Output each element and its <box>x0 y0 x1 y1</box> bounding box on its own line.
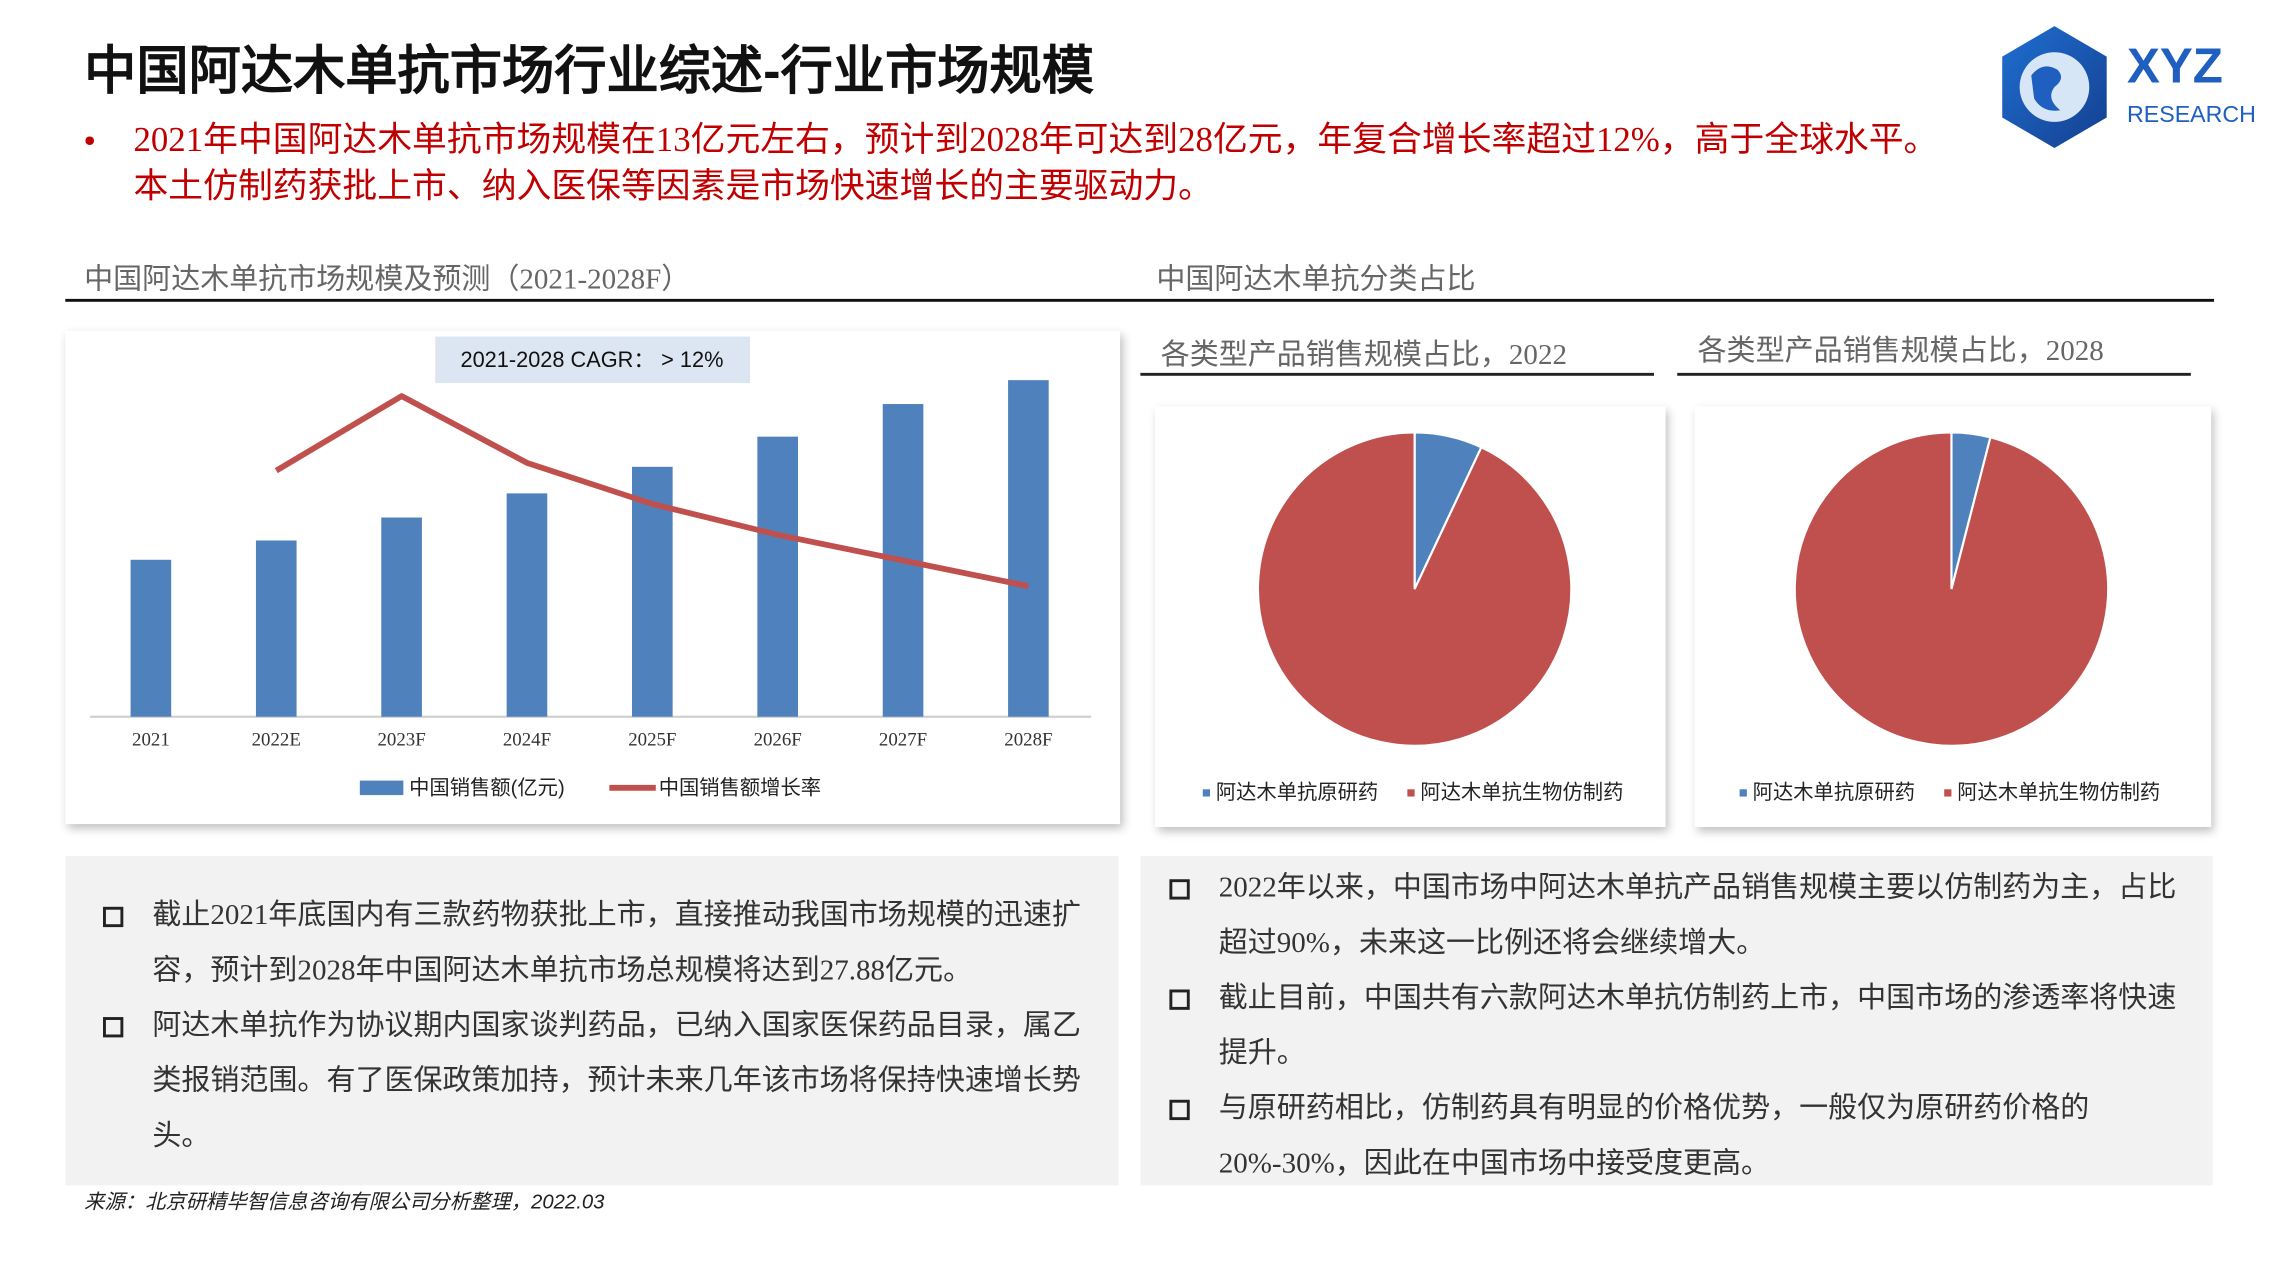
pie-slice <box>1793 431 2110 747</box>
bar <box>130 559 172 717</box>
x-tick-label: 2028F <box>1004 730 1052 751</box>
note-item: 截止2021年底国内有三款药物获批上市，直接推动我国市场规模的迅速扩容，预计到2… <box>83 888 1099 998</box>
logo-name: XYZ <box>2127 39 2223 94</box>
bar <box>255 540 297 717</box>
bar <box>506 493 548 717</box>
section-title: 中国阿达木单抗市场规模及预测（2021-2028F） <box>84 264 691 296</box>
section-title: 中国阿达木单抗分类占比 <box>1156 264 1476 296</box>
x-tick-label: 2021 <box>132 730 170 751</box>
note-item: 2022年以来，中国市场中阿达木单抗产品销售规模主要以仿制药为主，占比超过90%… <box>1149 860 2201 970</box>
notes-box: 截止2021年底国内有三款药物获批上市，直接推动我国市场规模的迅速扩容，预计到2… <box>65 856 1119 1186</box>
summary: 2021年中国阿达木单抗市场规模在13亿元左右，预计到2028年可达到28亿元，… <box>133 121 1939 207</box>
legend-swatch <box>1739 789 1747 797</box>
x-tick-label: 2024F <box>503 730 551 751</box>
legend-label: 中国销售额(亿元) <box>409 777 565 800</box>
logo-subtitle: RESEARCH <box>2127 101 2256 127</box>
legend-swatch <box>1407 789 1415 797</box>
legend-swatch <box>359 780 404 796</box>
slide-title: 中国阿达木单抗市场行业综述-行业市场规模 <box>84 40 1094 101</box>
divider <box>1677 372 2191 376</box>
x-tick-label: 2025F <box>628 730 676 751</box>
line <box>274 393 1029 590</box>
bar <box>381 517 422 717</box>
chart-box <box>65 330 1121 825</box>
legend-label: 阿达木单抗生物仿制药 <box>1420 781 1623 804</box>
pie-slice <box>1256 431 1573 747</box>
pie-title: 各类型产品销售规模占比，2028 <box>1697 335 2104 368</box>
x-tick-label: 2027F <box>879 730 927 751</box>
note-item: 截止目前，中国共有六款阿达木单抗仿制药上市，中国市场的渗透率将快速提升。 <box>1149 971 2201 1081</box>
legend-label: 阿达木单抗原研药 <box>1753 781 1915 804</box>
x-tick-label: 2022E <box>252 730 301 751</box>
bullet: • <box>84 121 96 159</box>
notes-box: 2022年以来，中国市场中阿达木单抗产品销售规模主要以仿制药为主，占比超过90%… <box>1140 856 2213 1186</box>
bar <box>757 436 798 717</box>
notes-list: 2022年以来，中国市场中阿达木单抗产品销售规模主要以仿制药为主，占比超过90%… <box>1149 860 2201 1191</box>
divider <box>65 298 2215 302</box>
x-tick-label: 2026F <box>754 730 802 751</box>
annotation-box <box>435 336 751 384</box>
x-tick-label: 2023F <box>377 730 425 751</box>
note-item: 阿达木单抗作为协议期内国家谈判药品，已纳入国家医保药品目录，属乙类报销范围。有了… <box>83 998 1099 1163</box>
note-item: 与原研药相比，仿制药具有明显的价格优势，一般仅为原研药价格的20%-30%，因此… <box>1149 1081 2201 1191</box>
legend-label: 中国销售额增长率 <box>659 777 821 800</box>
notes-list: 截止2021年底国内有三款药物获批上市，直接推动我国市场规模的迅速扩容，预计到2… <box>83 888 1099 1164</box>
annotation: 2021-2028 CAGR： > 12% <box>460 347 723 372</box>
bar <box>1008 380 1049 717</box>
divider <box>1140 372 1655 376</box>
legend-label: 阿达木单抗原研药 <box>1216 781 1378 804</box>
source: 来源：北京研精毕智信息咨询有限公司分析整理，2022.03 <box>84 1189 605 1213</box>
legend-label: 阿达木单抗生物仿制药 <box>1957 781 2160 804</box>
legend-swatch <box>1202 789 1211 797</box>
legend-swatch <box>1944 789 1952 797</box>
pie-title: 各类型产品销售规模占比，2022 <box>1160 339 1567 372</box>
logo-globe-land <box>2031 66 2062 111</box>
